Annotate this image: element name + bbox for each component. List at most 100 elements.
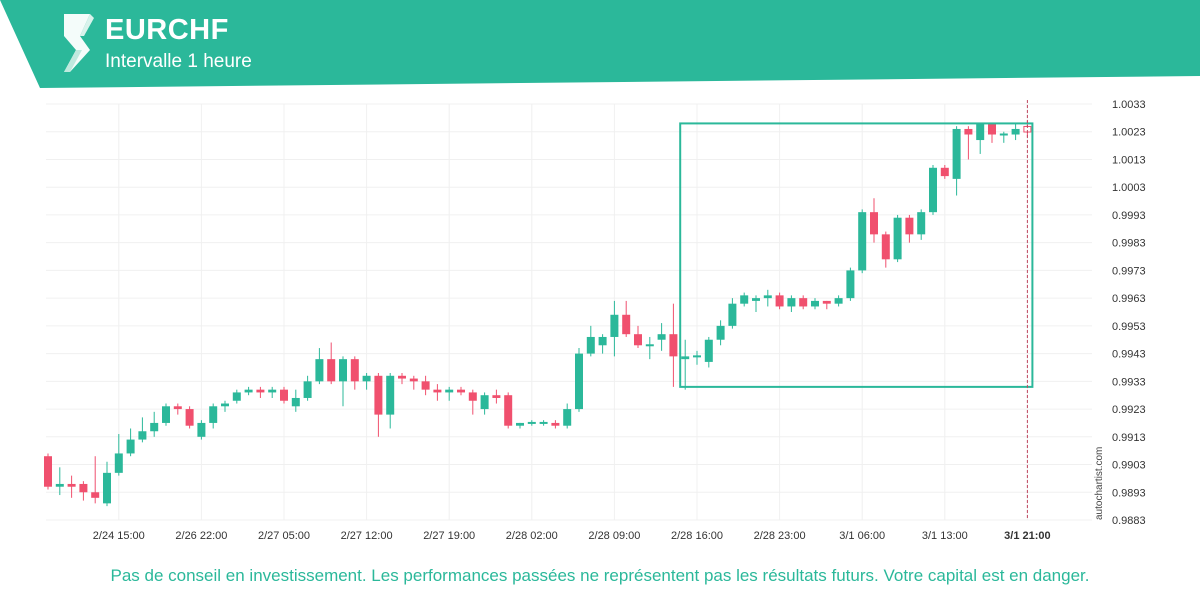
candle-body	[150, 422, 159, 432]
candle	[433, 384, 442, 401]
candle	[67, 475, 76, 498]
candle-body	[386, 375, 395, 415]
y-tick-label: 0.9973	[1112, 265, 1146, 277]
candle-body	[575, 353, 583, 410]
candle-body	[964, 128, 973, 135]
candle	[988, 123, 996, 143]
candle-body	[91, 492, 100, 498]
candle-body	[315, 359, 324, 382]
x-tick-label: 2/28 02:00	[506, 530, 558, 542]
candle-body	[775, 295, 784, 307]
candle-body	[598, 336, 607, 346]
candle	[232, 389, 241, 404]
candle-body	[374, 375, 383, 415]
interval-subtitle: Intervalle 1 heure	[105, 51, 252, 72]
watermark-text: autochartist.com	[1094, 446, 1105, 520]
candle-body	[858, 212, 867, 271]
candle	[976, 123, 985, 154]
candle	[150, 411, 159, 437]
candle-body	[539, 421, 548, 424]
candle-body	[421, 381, 430, 390]
candle	[209, 403, 218, 429]
x-tick-label: 2/27 05:00	[258, 530, 310, 542]
candle-body	[492, 395, 501, 398]
x-tick-label: 2/28 16:00	[671, 530, 723, 542]
y-tick-label: 0.9993	[1112, 210, 1146, 222]
candle	[952, 126, 961, 196]
x-tick-label: 2/28 23:00	[754, 530, 806, 542]
candle	[421, 375, 430, 396]
y-tick-label: 0.9913	[1112, 432, 1146, 444]
candle-body	[681, 356, 690, 360]
candle	[645, 336, 654, 360]
candle	[799, 295, 808, 310]
candle	[787, 295, 796, 312]
candle	[468, 389, 477, 415]
y-tick-label: 0.9903	[1112, 460, 1146, 472]
y-tick-label: 0.9893	[1112, 487, 1146, 499]
candle-body	[339, 359, 347, 382]
candle	[291, 389, 300, 412]
x-tick-label: 2/26 22:00	[175, 530, 227, 542]
candle-body	[114, 453, 123, 473]
candle-body	[740, 295, 749, 304]
x-tick-label: 2/24 15:00	[93, 530, 145, 542]
x-tick-label: 3/1 13:00	[922, 530, 968, 542]
candle	[339, 356, 347, 407]
y-tick-label: 1.0013	[1112, 154, 1146, 166]
candle-body	[704, 339, 713, 362]
candle-body	[480, 395, 489, 410]
candle	[575, 348, 583, 412]
candle-body	[716, 325, 725, 340]
y-tick-label: 1.0023	[1112, 127, 1146, 139]
candle	[280, 386, 288, 404]
candle	[185, 406, 194, 429]
candle-body	[917, 212, 926, 235]
candle	[103, 461, 111, 507]
x-tick-label: 2/27 12:00	[341, 530, 393, 542]
candle-body	[268, 389, 277, 393]
x-tick-label: 3/1 06:00	[839, 530, 885, 542]
candle-body	[669, 334, 678, 357]
candle-body	[327, 359, 336, 382]
candle	[858, 209, 867, 274]
candle-body	[799, 298, 808, 307]
candle-body	[468, 392, 477, 401]
candle	[516, 422, 524, 429]
candle	[563, 403, 572, 429]
candle-body	[209, 406, 218, 423]
candle-body	[728, 303, 737, 326]
candle	[44, 453, 52, 490]
candle	[740, 292, 749, 307]
disclaimer-text: Pas de conseil en investissement. Les pe…	[110, 566, 1090, 585]
candle	[126, 428, 135, 457]
candle-body	[433, 389, 442, 393]
candle	[905, 214, 914, 243]
y-tick-label: 0.9923	[1112, 404, 1146, 416]
candle	[999, 131, 1008, 143]
candle-body	[752, 298, 760, 301]
y-tick-label: 1.0033	[1112, 99, 1146, 111]
candle	[881, 231, 890, 268]
candle	[598, 334, 607, 354]
candle	[409, 375, 418, 390]
candle	[268, 386, 277, 398]
y-tick-label: 0.9883	[1112, 515, 1146, 527]
candle-body	[870, 212, 878, 235]
candle	[197, 420, 206, 440]
candle	[716, 320, 725, 346]
y-tick-label: 0.9943	[1112, 349, 1146, 361]
y-tick-label: 0.9963	[1112, 293, 1146, 305]
candle	[138, 417, 147, 443]
candle	[622, 300, 631, 337]
candle-body	[940, 167, 949, 177]
candle-body	[881, 234, 890, 260]
y-tick-label: 0.9953	[1112, 321, 1146, 333]
candlestick-chart: 1.0033 1.0023 1.0013 1.0003 0.9993 0.9983 0.99…	[44, 99, 1146, 542]
candle	[244, 386, 253, 396]
candle-body	[79, 483, 88, 493]
candle	[114, 434, 123, 476]
candle-body	[634, 334, 642, 346]
candle	[657, 323, 666, 351]
candle-body	[976, 123, 985, 141]
